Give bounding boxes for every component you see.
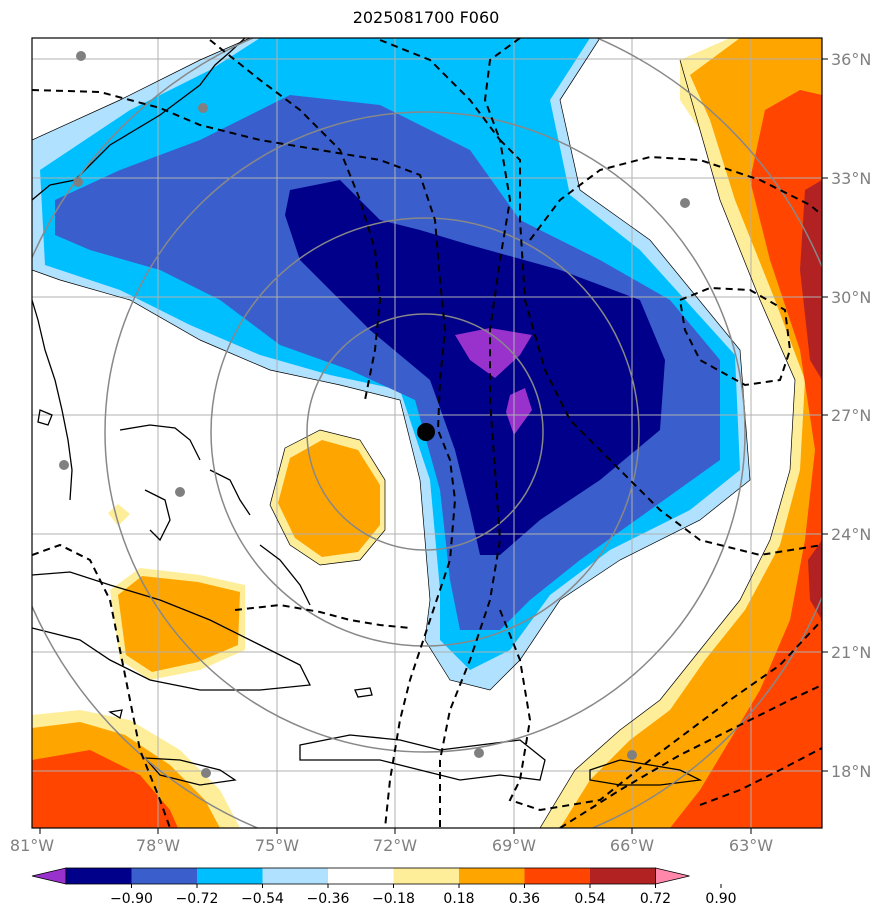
colorbar-tick-label: 0.36 [509,891,540,907]
colorbar-tick-label: −0.72 [176,891,219,907]
longitude-labels: 81°W 78°W 75°W 72°W 69°W 66°W 63°W [10,836,773,855]
axis-ticks [39,58,828,834]
colorbar-segment [131,868,197,884]
lon-label: 78°W [136,836,180,855]
colorbar-tick-label: 0.90 [705,891,736,907]
colorbar-segment [459,868,525,884]
map-frame [31,37,823,829]
colorbar-segment [66,868,132,884]
lat-label: 30°N [831,288,871,307]
colorbar: −0.90 −0.72 −0.54 −0.36 −0.18 0.18 0.36 0.54 0.7… [31,867,737,907]
lat-label: 21°N [831,643,871,662]
anomaly-warm-center-orange [278,440,380,557]
lon-label: 63°W [729,836,773,855]
lon-label: 81°W [10,836,54,855]
colorbar-segment [590,868,656,884]
colorbar-extend-high [655,867,690,885]
anomaly-purple [455,328,532,435]
lat-label: 36°N [831,50,871,69]
colorbar-segment [393,868,459,884]
latitude-labels: 36°N 33°N 30°N 27°N 24°N 21°N 18°N [831,50,871,781]
colorbar-segment [524,868,590,884]
anomaly-warm-small-yellow [108,504,130,526]
station-markers [59,51,690,778]
map-gridlines [32,38,822,828]
lon-label: 72°W [373,836,417,855]
colorbar-tick-label: 0.72 [640,891,671,907]
anomaly-warm-cuba-orange [118,576,240,672]
colorbar-segment [328,868,394,884]
coastlines [32,38,703,786]
colorbar-tick-label: 0.18 [443,891,474,907]
range-rings [32,38,822,828]
lon-label: 69°W [492,836,536,855]
dashed-contours [32,38,822,828]
colorbar-segment [262,868,328,884]
colorbar-tick-label: −0.90 [110,891,153,907]
colorbar-tick-label: 0.54 [574,891,605,907]
anomaly-warm-east-darkred [800,180,822,620]
anomaly-warm-east-orange [560,38,822,828]
colorbar-segment [197,868,263,884]
colorbar-tick-label: −0.54 [241,891,284,907]
colorbar-frame [65,867,656,885]
colorbar-extend-low [31,867,67,885]
colorbar-tick-label: −0.36 [307,891,350,907]
map-plot [32,38,822,828]
warm-outline [269,59,796,828]
anomaly-warm-southwest-red [32,750,178,828]
anomaly-warm-east-red [670,90,822,828]
lat-label: 27°N [831,406,871,425]
lat-label: 33°N [831,169,871,188]
lat-label: 24°N [831,525,871,544]
colorbar-tick-label: −0.18 [372,891,415,907]
lon-label: 66°W [610,836,654,855]
storm-center-marker [417,423,435,441]
lat-label: 18°N [831,762,871,781]
lon-label: 75°W [255,836,299,855]
map-title: 2025081700 F060 [352,8,500,27]
